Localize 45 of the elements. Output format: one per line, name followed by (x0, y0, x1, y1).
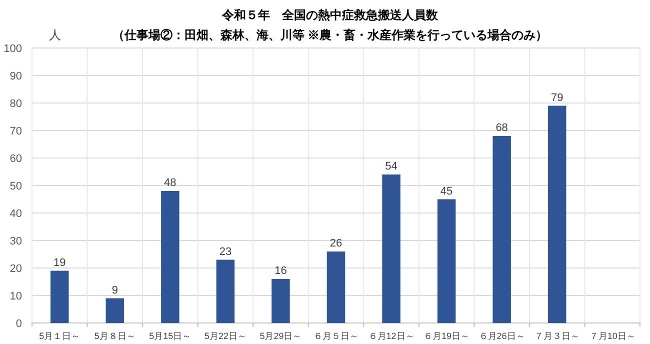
x-tick-label: 5月22日～ (204, 331, 246, 341)
y-tick-label: 30 (10, 236, 22, 248)
x-tick-label: ６月12日～ (368, 331, 414, 341)
y-tick-label: 90 (10, 70, 22, 82)
data-label: 79 (550, 92, 564, 104)
bar (161, 191, 180, 323)
x-tick-label: 5月29日～ (260, 331, 302, 341)
y-tick-label: 40 (10, 208, 22, 220)
y-tick-label: 0 (16, 318, 22, 330)
x-tick-label: ６月26日～ (478, 331, 525, 341)
y-tick-label: 60 (10, 153, 22, 165)
data-label: 19 (54, 256, 66, 269)
data-label: 26 (330, 238, 342, 250)
bar (437, 199, 456, 323)
bar (106, 298, 124, 323)
bar (50, 270, 69, 323)
bar (492, 136, 511, 323)
bar (326, 252, 346, 323)
y-tick-label: 10 (10, 290, 22, 302)
data-label: 54 (385, 160, 398, 172)
x-tick-label: ７月３日～ (534, 331, 580, 341)
y-tick-label: 70 (10, 126, 22, 138)
x-tick-label: 5月１日～ (39, 331, 80, 341)
data-label: 68 (496, 122, 508, 134)
chart-title: 令和５年 全国の熱中症救急搬送人員数 (221, 8, 439, 22)
y-tick-label: 50 (10, 180, 22, 192)
y-tick-label: 20 (10, 263, 22, 275)
x-tick-label: 5月８日～ (94, 331, 136, 341)
y-tick-label: 100 (4, 43, 22, 55)
chart-subtitle: （仕事場②：田畑、森林、海、川等 ※農・畜・水産作業を行っている場合のみ） (112, 28, 548, 42)
data-label: 45 (440, 185, 453, 198)
x-tick-label: ６月19日～ (424, 331, 470, 341)
data-label: 16 (274, 265, 287, 277)
y-tick-label: 80 (10, 98, 22, 110)
bar (272, 279, 290, 323)
bar (548, 106, 566, 323)
bar (382, 174, 400, 323)
bar (216, 260, 235, 323)
x-tick-label: ７月10日～ (589, 331, 636, 341)
data-label: 48 (164, 177, 176, 189)
x-tick-label: 5月15日～ (149, 331, 192, 341)
x-tick-label: ６月５日～ (314, 331, 358, 341)
y-axis-title: 人 (49, 28, 61, 42)
data-label: 9 (112, 284, 118, 296)
data-label: 23 (219, 246, 232, 258)
